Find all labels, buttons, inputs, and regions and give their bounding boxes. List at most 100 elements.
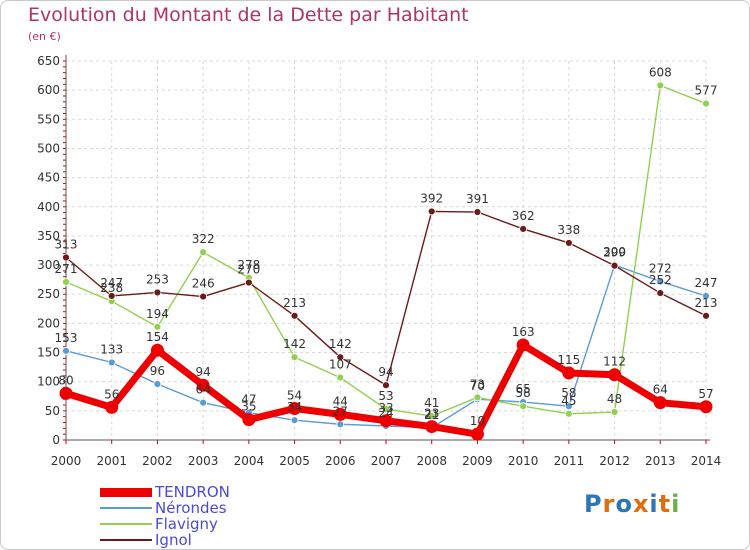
data-label: 33 bbox=[378, 401, 393, 415]
data-label: 115 bbox=[557, 353, 580, 367]
data-point bbox=[702, 292, 710, 300]
data-point bbox=[379, 414, 393, 428]
data-point bbox=[290, 416, 299, 425]
legend-swatch bbox=[100, 507, 152, 509]
data-point bbox=[610, 408, 619, 416]
proxiti-logo: Proxiti bbox=[584, 490, 680, 518]
data-label: 80 bbox=[58, 373, 73, 387]
data-label: 322 bbox=[192, 232, 215, 246]
data-point bbox=[153, 322, 162, 331]
data-label: 54 bbox=[287, 389, 302, 403]
x-tick-label: 2011 bbox=[554, 454, 585, 468]
y-tick-label: 500 bbox=[37, 141, 60, 155]
data-label: 194 bbox=[146, 307, 169, 321]
data-point bbox=[470, 427, 484, 441]
data-label: 47 bbox=[241, 393, 256, 407]
y-tick-label: 650 bbox=[37, 54, 60, 68]
chart-title: Evolution du Montant de la Dette par Hab… bbox=[28, 4, 469, 26]
data-point bbox=[336, 373, 345, 382]
data-point bbox=[150, 343, 164, 357]
data-label: 41 bbox=[424, 396, 439, 410]
data-label: 70 bbox=[470, 379, 485, 393]
data-point bbox=[562, 366, 576, 380]
data-label: 34 bbox=[287, 400, 302, 414]
data-label: 247 bbox=[100, 276, 123, 290]
x-tick-label: 2003 bbox=[188, 454, 219, 468]
x-tick-label: 2008 bbox=[416, 454, 447, 468]
data-label: 64 bbox=[653, 383, 668, 397]
data-point bbox=[425, 420, 439, 434]
data-label: 238 bbox=[100, 281, 123, 295]
data-label: 23 bbox=[424, 407, 439, 421]
data-point bbox=[564, 409, 573, 418]
data-label: 112 bbox=[603, 355, 626, 369]
data-point bbox=[702, 311, 710, 320]
data-point bbox=[290, 311, 299, 320]
data-point bbox=[199, 398, 208, 407]
data-label: 213 bbox=[695, 296, 718, 310]
data-point bbox=[473, 208, 482, 216]
data-point bbox=[382, 381, 390, 390]
data-label: 338 bbox=[557, 223, 580, 237]
x-tick-label: 2007 bbox=[371, 454, 402, 468]
data-label: 253 bbox=[146, 272, 169, 286]
data-label: 44 bbox=[333, 394, 348, 408]
data-label: 270 bbox=[237, 263, 260, 277]
data-label: 48 bbox=[607, 392, 622, 406]
data-label: 56 bbox=[104, 387, 119, 401]
data-label: 58 bbox=[561, 386, 576, 400]
data-label: 94 bbox=[196, 365, 211, 379]
data-point bbox=[288, 402, 302, 416]
data-label: 142 bbox=[329, 337, 352, 351]
y-tick-label: 600 bbox=[37, 83, 60, 97]
x-tick-label: 2012 bbox=[599, 454, 630, 468]
data-point bbox=[107, 292, 116, 300]
data-label: 133 bbox=[100, 342, 123, 356]
logo-letter: o bbox=[615, 490, 633, 518]
y-tick-label: 100 bbox=[37, 375, 60, 389]
data-point bbox=[62, 253, 70, 262]
y-tick-label: 50 bbox=[45, 404, 60, 418]
y-tick-label: 550 bbox=[37, 112, 60, 126]
data-label: 313 bbox=[55, 237, 78, 251]
data-point bbox=[427, 207, 436, 216]
data-point bbox=[519, 402, 528, 411]
data-point bbox=[427, 412, 436, 420]
x-tick-label: 2004 bbox=[234, 454, 265, 468]
data-label: 142 bbox=[283, 337, 306, 351]
y-tick-label: 450 bbox=[37, 171, 60, 185]
x-tick-label: 2010 bbox=[508, 454, 539, 468]
x-tick-label: 2001 bbox=[96, 454, 127, 468]
data-point bbox=[382, 405, 390, 413]
data-label: 107 bbox=[329, 358, 352, 372]
legend-label: Nérondes bbox=[155, 499, 227, 517]
y-tick-label: 150 bbox=[37, 346, 60, 360]
logo-letter: x bbox=[632, 490, 650, 518]
data-point bbox=[653, 396, 667, 410]
data-label: 271 bbox=[55, 262, 78, 276]
data-label: 21 bbox=[424, 408, 439, 422]
data-label: 154 bbox=[146, 330, 169, 344]
legend-label: TENDRON bbox=[155, 483, 230, 501]
data-point bbox=[656, 81, 665, 90]
data-label: 213 bbox=[283, 296, 306, 310]
data-label: 278 bbox=[237, 258, 260, 272]
data-label: 391 bbox=[466, 192, 489, 206]
data-point bbox=[62, 278, 70, 286]
data-label: 252 bbox=[649, 273, 672, 287]
y-tick-label: 300 bbox=[37, 258, 60, 272]
data-label: 65 bbox=[516, 382, 531, 396]
y-tick-label: 250 bbox=[37, 287, 60, 301]
y-tick-label: 200 bbox=[37, 316, 60, 330]
data-point bbox=[473, 393, 482, 402]
logo-letter: i bbox=[671, 490, 681, 518]
data-point bbox=[105, 400, 119, 414]
data-label: 300 bbox=[603, 245, 626, 259]
data-label: 299 bbox=[603, 246, 626, 260]
legend-label: Flavigny bbox=[155, 515, 218, 533]
data-point bbox=[336, 420, 345, 429]
data-label: 577 bbox=[695, 84, 718, 98]
data-point bbox=[702, 99, 710, 108]
data-point bbox=[242, 413, 256, 427]
data-label: 53 bbox=[378, 389, 393, 403]
